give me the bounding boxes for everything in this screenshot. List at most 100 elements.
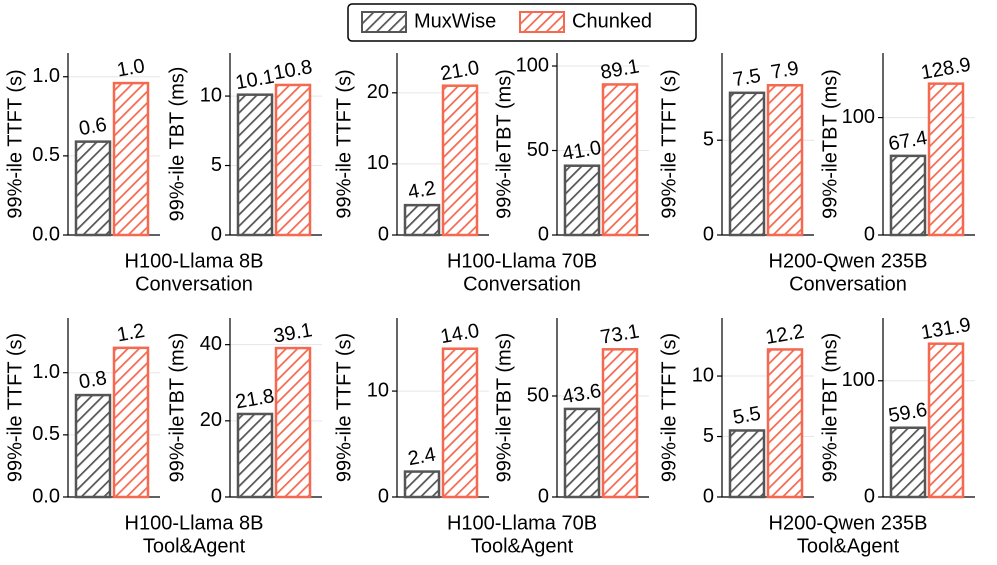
y-tick-label: 0 — [864, 485, 875, 507]
group-caption: H100-Llama 70B — [447, 512, 597, 534]
y-tick-label: 10 — [692, 364, 714, 386]
group-caption: Tool&Agent — [797, 535, 900, 557]
bar — [563, 164, 601, 237]
group-caption: Conversation — [789, 273, 907, 295]
bar — [563, 407, 601, 499]
bar — [403, 470, 441, 499]
value-label: 5.5 — [731, 403, 762, 429]
bar — [927, 342, 965, 499]
group-caption: H100-Llama 8B — [125, 250, 264, 272]
y-tick-label: 5 — [703, 425, 714, 447]
value-label: 89.1 — [599, 56, 641, 84]
value-label: 128.9 — [919, 54, 972, 84]
group-caption: Conversation — [135, 273, 253, 295]
y-axis-label: 99%-ile TTFT (s) — [4, 69, 26, 218]
y-axis-label: 99%-ile TTFT (s) — [4, 333, 26, 482]
group-caption: Tool&Agent — [471, 535, 574, 557]
y-tick-label: 20 — [367, 81, 389, 103]
group-caption: H200-Qwen 235B — [769, 250, 928, 272]
bar — [889, 426, 927, 499]
y-tick-label: 0 — [864, 223, 875, 245]
group-caption: Conversation — [463, 273, 581, 295]
y-tick-label: 0 — [538, 485, 549, 507]
bar — [728, 91, 766, 237]
y-axis-label: 99%-ile TTFT (s) — [333, 333, 355, 482]
value-label: 41.0 — [561, 137, 603, 165]
y-tick-label: 0 — [211, 223, 222, 245]
group-caption: Tool&Agent — [143, 535, 246, 557]
value-label: 0.6 — [77, 114, 108, 140]
y-tick-label: 50 — [527, 139, 549, 161]
y-tick-label: 0 — [703, 223, 714, 245]
y-tick-label: 0.5 — [32, 144, 60, 166]
y-tick-label: 0.0 — [32, 485, 60, 507]
value-label: 14.0 — [439, 320, 481, 348]
value-label: 1.2 — [115, 320, 146, 346]
legend-swatch — [361, 11, 407, 33]
bar — [728, 429, 766, 499]
y-tick-label: 20 — [200, 409, 222, 431]
bar — [441, 84, 479, 237]
bar — [403, 203, 441, 237]
y-tick-label: 5 — [211, 154, 222, 176]
value-label: 21.8 — [234, 385, 276, 413]
y-axis-label: 99%-ile TBT (ms) — [166, 67, 188, 222]
y-tick-label: 0.0 — [32, 223, 60, 245]
bar — [274, 83, 312, 237]
y-tick-label: 0 — [703, 485, 714, 507]
group-caption: H100-Llama 8B — [125, 512, 264, 534]
group-caption: H200-Qwen 235B — [769, 512, 928, 534]
legend-label: MuxWise — [414, 10, 496, 32]
value-label: 0.8 — [77, 367, 108, 393]
y-axis-label: 99%-ileTBT (ms) — [493, 333, 515, 483]
legend-swatch — [519, 11, 565, 33]
y-tick-label: 10 — [367, 379, 389, 401]
value-label: 2.4 — [406, 444, 437, 470]
bar — [112, 81, 150, 237]
y-tick-label: 0 — [378, 223, 389, 245]
value-label: 59.6 — [887, 399, 929, 427]
value-label: 39.1 — [272, 319, 314, 347]
y-axis-label: 99%-ileTBT (ms) — [819, 69, 841, 219]
value-label: 131.9 — [919, 314, 972, 344]
group-caption: H100-Llama 70B — [447, 250, 597, 272]
bar — [441, 347, 479, 499]
y-tick-label: 40 — [200, 333, 222, 355]
value-label: 7.5 — [731, 65, 762, 91]
bar — [236, 412, 274, 499]
value-label: 12.2 — [764, 321, 806, 349]
y-axis-label: 99%-ileTBT (ms) — [819, 333, 841, 483]
y-axis-label: 99%-ileTBT (ms) — [166, 333, 188, 483]
bar — [927, 82, 965, 237]
y-tick-label: 0 — [211, 485, 222, 507]
bar — [112, 346, 150, 499]
bar — [74, 393, 112, 499]
value-label: 43.6 — [561, 380, 603, 408]
bar — [766, 83, 804, 237]
y-tick-label: 50 — [527, 384, 549, 406]
y-tick-label: 0.5 — [32, 423, 60, 445]
bar — [766, 348, 804, 499]
y-tick-label: 0 — [538, 223, 549, 245]
y-tick-label: 100 — [516, 54, 549, 76]
value-label: 1.0 — [115, 55, 146, 81]
y-tick-label: 100 — [842, 106, 875, 128]
bar — [889, 154, 927, 237]
value-label: 21.0 — [439, 57, 481, 85]
value-label: 67.4 — [887, 127, 929, 155]
y-tick-label: 1.0 — [32, 65, 60, 87]
y-axis-label: 99%-ile TTFT (s) — [658, 333, 680, 482]
y-tick-label: 10 — [367, 152, 389, 174]
y-tick-label: 5 — [703, 128, 714, 150]
bar — [274, 346, 312, 499]
value-label: 73.1 — [599, 320, 641, 348]
y-axis-label: 99%-ile TTFT (s) — [333, 69, 355, 218]
y-tick-label: 100 — [842, 369, 875, 391]
y-axis-label: 99%-ile TTFT (s) — [658, 69, 680, 218]
value-label: 4.2 — [406, 177, 437, 203]
bar — [74, 140, 112, 237]
y-tick-label: 0 — [378, 485, 389, 507]
legend-label: Chunked — [572, 10, 652, 32]
